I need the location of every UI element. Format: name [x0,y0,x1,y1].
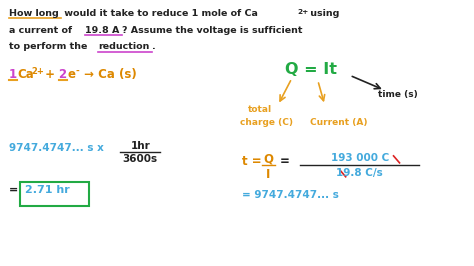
Text: total: total [248,105,272,114]
Text: 1hr: 1hr [130,141,150,151]
Text: 3600s: 3600s [123,154,158,164]
Text: 2+: 2+ [32,67,45,76]
Text: = 9747.4747... s: = 9747.4747... s [242,190,339,200]
Text: 1: 1 [9,68,17,81]
Text: +: + [41,68,59,81]
Text: 2.71 hr: 2.71 hr [25,185,69,195]
Text: 193 000 C: 193 000 C [330,153,389,163]
Text: Current (A): Current (A) [310,118,367,127]
Text: Q = It: Q = It [285,62,337,77]
Text: -: - [75,67,79,76]
Text: charge (C): charge (C) [240,118,293,127]
Text: would it take to reduce 1 mole of Ca: would it take to reduce 1 mole of Ca [61,9,257,18]
Text: =: = [9,185,18,195]
Text: 2+: 2+ [298,9,309,15]
Text: .: . [152,43,156,52]
Text: to perform the: to perform the [9,43,90,52]
Text: ? Assume the voltage is sufficient: ? Assume the voltage is sufficient [122,26,303,35]
Text: time (s): time (s) [378,90,417,99]
Text: 9747.4747... s x: 9747.4747... s x [9,143,107,153]
Text: =: = [280,155,290,168]
Text: using: using [307,9,339,18]
Text: How long: How long [9,9,58,18]
Text: Ca: Ca [18,68,35,81]
Text: Q: Q [263,153,273,166]
Text: → Ca (s): → Ca (s) [81,68,137,81]
Text: t =: t = [242,155,262,168]
Text: 2: 2 [58,68,67,81]
Text: 19.8 C/s: 19.8 C/s [336,168,383,178]
Text: reduction: reduction [99,43,150,52]
Text: e: e [67,68,75,81]
Text: a current of: a current of [9,26,75,35]
Text: I: I [266,168,270,181]
Text: 19.8 A: 19.8 A [85,26,120,35]
